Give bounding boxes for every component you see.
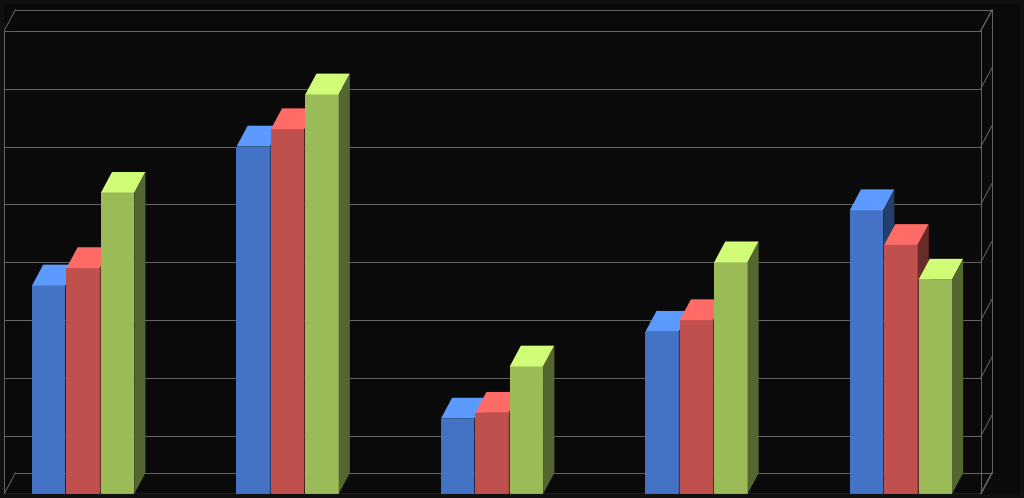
Polygon shape <box>850 210 884 494</box>
Polygon shape <box>509 392 520 494</box>
Polygon shape <box>645 332 679 494</box>
Polygon shape <box>645 311 690 332</box>
Polygon shape <box>475 413 509 494</box>
Polygon shape <box>713 299 724 494</box>
Polygon shape <box>305 95 339 494</box>
Polygon shape <box>237 125 281 146</box>
Polygon shape <box>510 367 543 494</box>
Polygon shape <box>952 259 964 494</box>
Polygon shape <box>714 262 748 494</box>
Polygon shape <box>748 242 759 494</box>
Polygon shape <box>919 259 964 280</box>
Polygon shape <box>271 129 304 494</box>
Polygon shape <box>919 280 952 494</box>
Polygon shape <box>441 398 485 419</box>
Polygon shape <box>134 172 145 494</box>
Polygon shape <box>67 248 111 268</box>
Polygon shape <box>304 109 315 494</box>
Polygon shape <box>884 224 929 245</box>
Polygon shape <box>32 264 77 285</box>
Polygon shape <box>339 74 350 494</box>
Polygon shape <box>66 264 77 494</box>
Polygon shape <box>884 189 894 494</box>
Polygon shape <box>679 311 690 494</box>
Polygon shape <box>100 193 134 494</box>
Polygon shape <box>441 419 474 494</box>
Polygon shape <box>680 320 713 494</box>
Polygon shape <box>100 172 145 193</box>
Polygon shape <box>32 285 66 494</box>
Polygon shape <box>475 392 520 413</box>
Polygon shape <box>271 109 315 129</box>
Polygon shape <box>510 346 554 367</box>
Polygon shape <box>100 248 111 494</box>
Polygon shape <box>714 242 759 262</box>
Polygon shape <box>680 299 724 320</box>
Polygon shape <box>305 74 350 95</box>
Polygon shape <box>884 245 918 494</box>
Polygon shape <box>850 189 894 210</box>
Polygon shape <box>474 398 485 494</box>
Polygon shape <box>270 125 281 494</box>
Polygon shape <box>237 146 270 494</box>
Polygon shape <box>918 224 929 494</box>
Polygon shape <box>67 268 100 494</box>
Polygon shape <box>543 346 554 494</box>
